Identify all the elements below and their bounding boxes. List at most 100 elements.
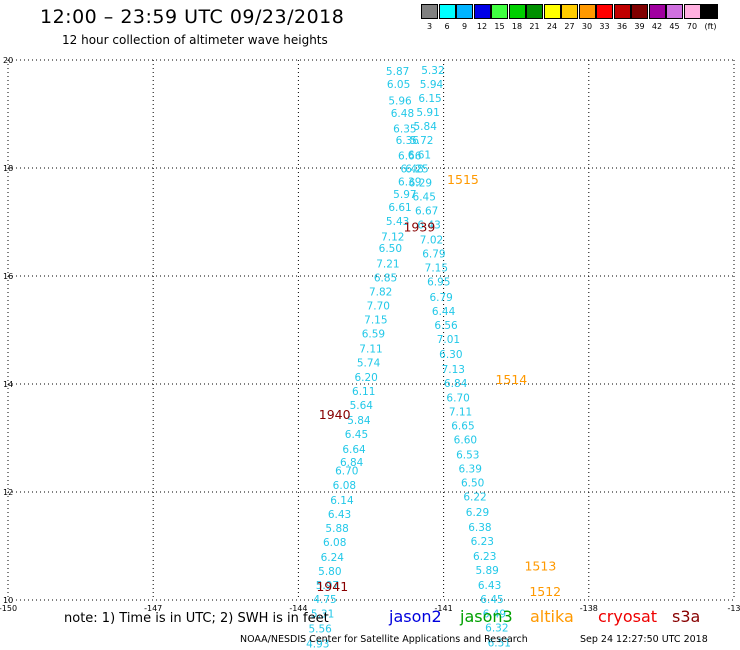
- wave-height-label: 5.97: [316, 580, 339, 592]
- legend-swatch: [648, 4, 666, 19]
- chart-subtitle: 12 hour collection of altimeter wave hei…: [62, 33, 328, 47]
- legend-label: 12: [476, 22, 488, 31]
- wave-height-label: 6.29: [466, 507, 489, 519]
- wave-height-label: 6.08: [323, 537, 346, 549]
- wave-height-label: 5.91: [416, 107, 439, 119]
- wave-height-label: 6.30: [439, 349, 462, 361]
- wave-height-label: 5.80: [318, 566, 341, 578]
- wave-height-label: 6.84: [340, 457, 364, 469]
- wave-height-label: 6.43: [328, 509, 351, 521]
- legend-label: 24: [546, 22, 558, 31]
- wave-height-label: 6.51: [488, 637, 511, 649]
- legend-label: 15: [494, 22, 505, 31]
- wave-height-label: 6.22: [463, 492, 486, 504]
- y-tick-label: 16: [3, 272, 13, 281]
- y-tick-label: 20: [3, 56, 13, 65]
- wave-height-label: 6.64: [342, 444, 366, 456]
- wave-height-label: 7.70: [367, 300, 390, 312]
- footer-note: note: 1) Time is in UTC; 2) SWH is in fe…: [64, 611, 329, 626]
- wave-height-label: 6.79: [429, 292, 452, 304]
- wave-height-label: 6.43: [417, 219, 440, 231]
- legend-label: 42: [651, 22, 663, 31]
- satellite-jason2: jason2: [389, 607, 442, 626]
- wave-height-label: 6.48: [400, 163, 423, 175]
- wave-height-label: 6.11: [352, 386, 375, 398]
- legend-swatch: [526, 4, 543, 19]
- wave-height-label: 6.39: [398, 176, 421, 188]
- wave-height-label: 6.56: [434, 320, 458, 332]
- wave-height-label: 7.82: [369, 286, 392, 298]
- wave-height-label: 6.70: [335, 466, 358, 478]
- y-tick-label: 12: [3, 488, 13, 497]
- x-tick-label: -13: [727, 604, 740, 613]
- wave-height-label: 5.94: [420, 79, 444, 91]
- wave-height-label: 5.31: [311, 608, 334, 620]
- wave-height-label: 6.50: [379, 243, 402, 255]
- wave-height-label: 5.87: [386, 66, 409, 78]
- tick-label-layer: -150 -147 -144 -141 -138 -13 10 12 14 16 18 20: [0, 56, 740, 613]
- y-tick-label: 18: [3, 164, 13, 173]
- legend-unit: (ft): [704, 22, 717, 31]
- legend-label: 3: [426, 22, 433, 31]
- wave-height-label: 5.43: [386, 216, 409, 228]
- wave-height-label: 7.01: [437, 334, 460, 346]
- wave-height-label: 6.53: [456, 450, 479, 462]
- legend-label: 9: [461, 22, 468, 31]
- wave-height-label: 6.61: [408, 149, 431, 161]
- x-tick-label: -141: [435, 604, 453, 613]
- satellite-cryosat: cryosat: [598, 607, 658, 626]
- satellite-jason3: jason3: [460, 607, 513, 626]
- wave-height-label: 6.61: [388, 202, 411, 214]
- wave-height-label: 5.32: [421, 65, 444, 77]
- x-tick-label: -150: [0, 604, 17, 613]
- wave-height-label: 5.72: [410, 135, 433, 147]
- wave-height-label: 6.25: [405, 163, 428, 175]
- legend-swatch: [491, 4, 508, 19]
- wave-height-label: 4.75: [313, 594, 336, 606]
- wave-height-label: 5.64: [350, 400, 374, 412]
- wave-height-label: 7.02: [420, 235, 443, 247]
- wave-height-label: 5.74: [357, 358, 381, 370]
- legend-swatch: [683, 4, 701, 19]
- wave-height-label: 6.35: [393, 123, 416, 135]
- pass-time-label: 1939: [403, 220, 435, 235]
- wave-height-label: 6.23: [471, 536, 494, 548]
- wave-height-label: 6.20: [354, 372, 377, 384]
- wave-height-label: 6.48: [391, 108, 414, 120]
- wave-height-label: 7.15: [425, 263, 448, 275]
- y-tick-label: 14: [3, 380, 13, 389]
- legend-swatch: [456, 4, 473, 19]
- wave-height-label: 7.11: [359, 344, 382, 356]
- wave-height-label: 6.32: [485, 622, 508, 634]
- wave-height-label: 5.84: [414, 121, 438, 133]
- legend-swatch: [421, 4, 438, 19]
- wave-height-label: 6.39: [459, 464, 482, 476]
- legend-swatch: [473, 4, 491, 19]
- wave-height-label: 6.14: [330, 495, 354, 507]
- legend-label: 39: [634, 22, 645, 31]
- x-tick-label: -144: [289, 604, 307, 613]
- wave-height-label: 6.65: [451, 420, 474, 432]
- legend-swatch: [701, 4, 718, 19]
- legend-label: 36: [616, 22, 628, 31]
- wave-height-label: 5.96: [388, 95, 412, 107]
- legend-label: 33: [599, 22, 610, 31]
- wave-height-label: 6.49: [483, 608, 506, 620]
- wave-height-label: 6.36: [396, 135, 420, 147]
- grid-layer: [7, 59, 735, 601]
- wave-height-label: 6.45: [413, 191, 436, 203]
- legend-swatch: [561, 4, 578, 19]
- wave-height-label: 6.84: [444, 378, 468, 390]
- pass-time-label: 1512: [529, 584, 561, 599]
- pass-time-label: 1515: [447, 172, 479, 187]
- satellite-s3a: s3a: [672, 607, 701, 626]
- wave-height-label: 6.66: [398, 150, 422, 162]
- legend-swatch: [543, 4, 561, 19]
- x-tick-label: -147: [144, 604, 162, 613]
- legend-label: 21: [529, 22, 540, 31]
- legend-label: 27: [564, 22, 575, 31]
- wave-height-label: 6.50: [461, 478, 484, 490]
- wave-height-label: 6.08: [333, 480, 356, 492]
- wave-height-label: 6.95: [427, 277, 450, 289]
